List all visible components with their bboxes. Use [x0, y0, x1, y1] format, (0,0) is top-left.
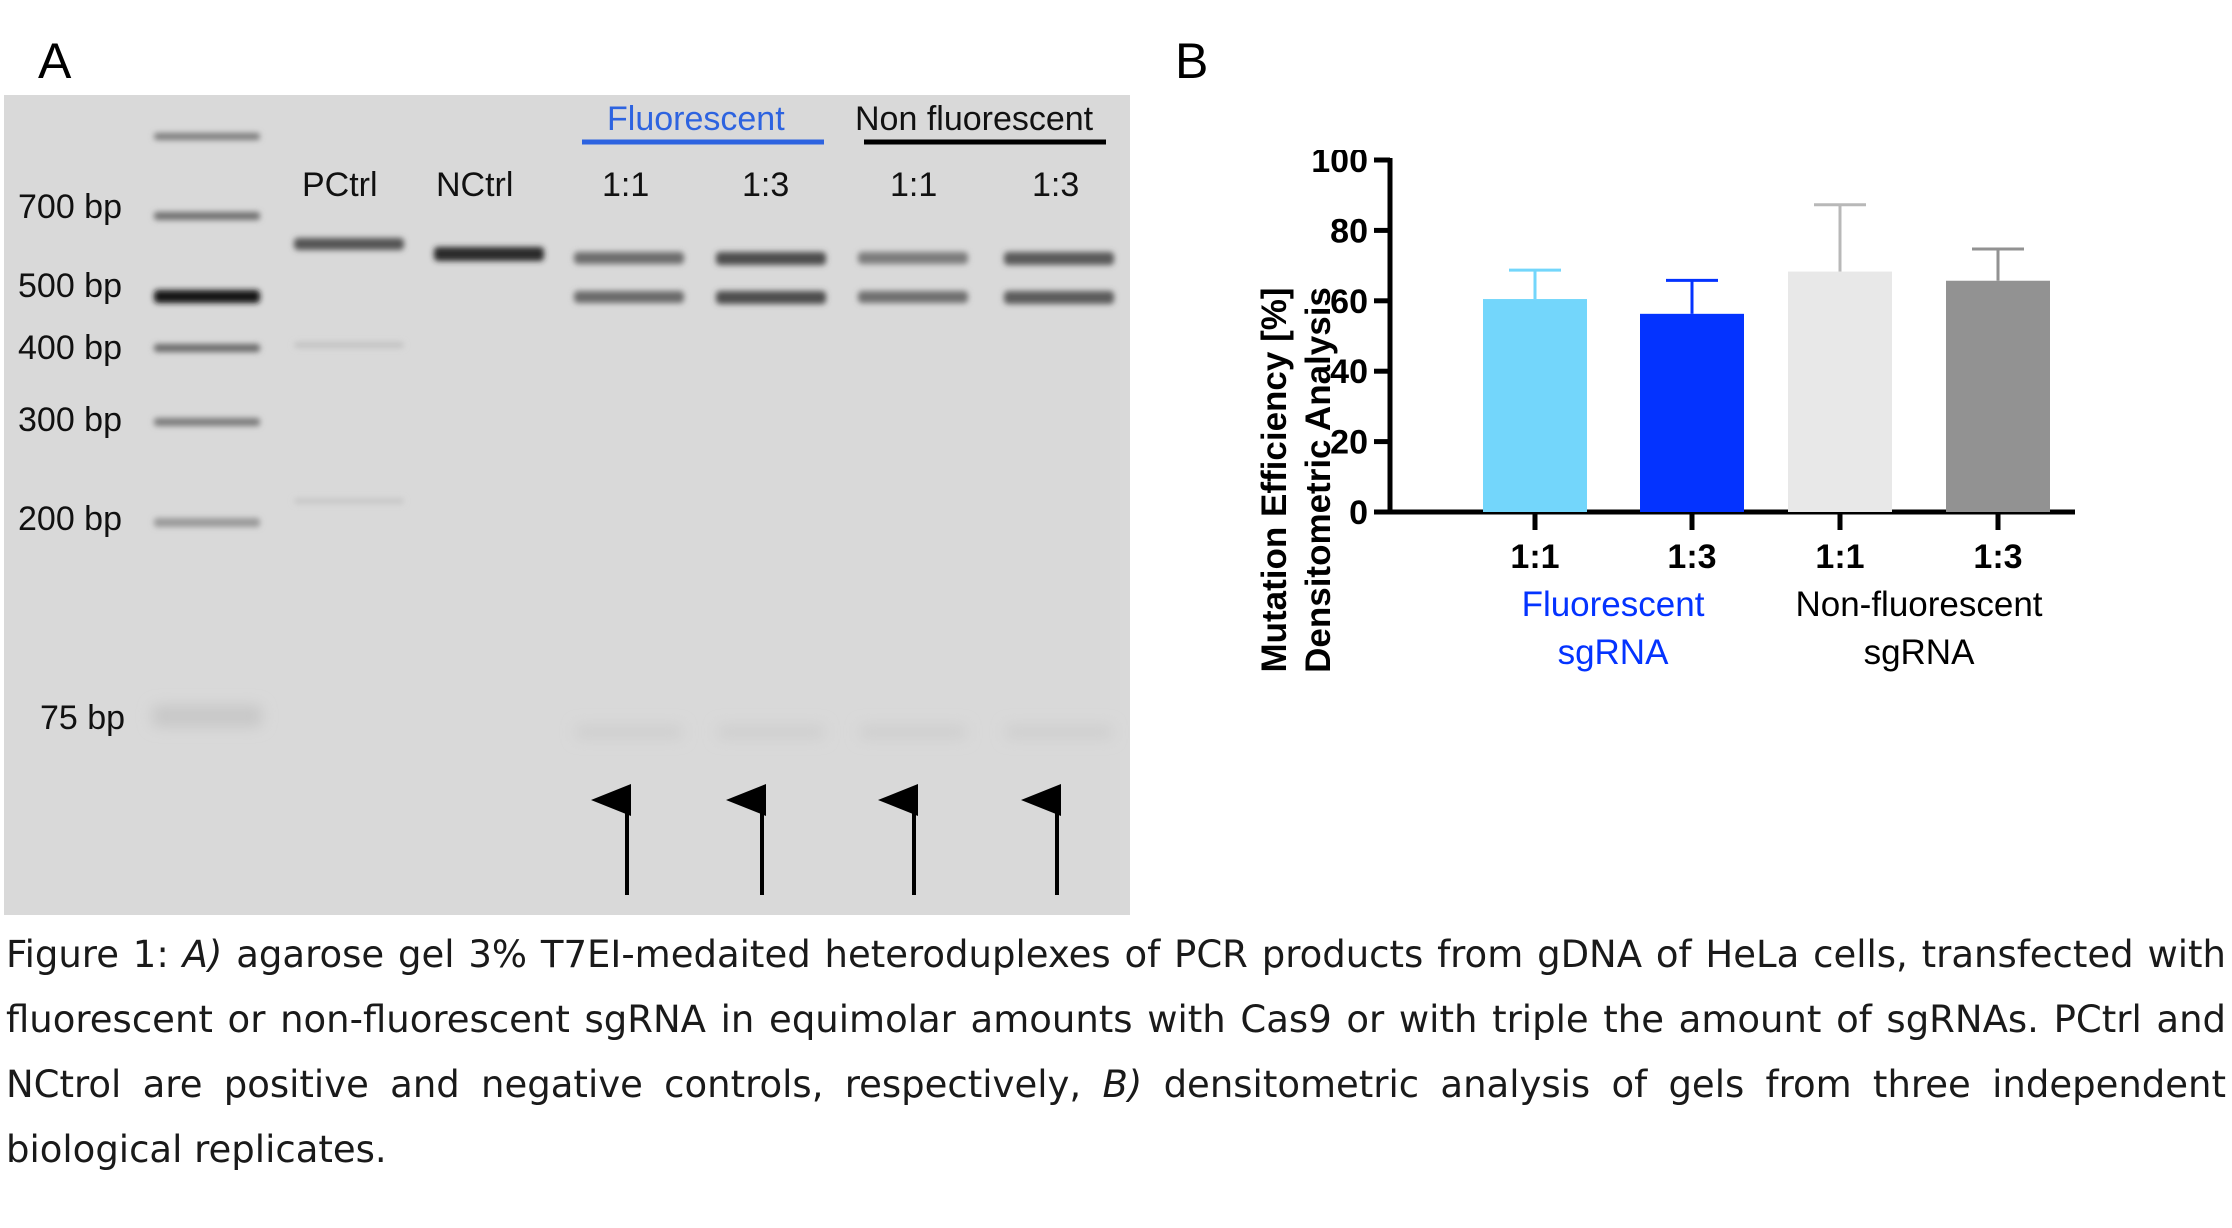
ladder-band-75 — [152, 705, 262, 727]
y-tick-label: 60 — [1330, 283, 1368, 321]
lane-label-nctrl: NCtrl — [436, 166, 514, 204]
ladder-band-700 — [154, 212, 260, 220]
lane4-band-lower — [716, 291, 826, 304]
bar — [1946, 280, 2050, 512]
bar-chart: Mutation Efficiency [%] Densitometric An… — [1255, 150, 2075, 673]
ladder-band-400 — [154, 344, 260, 352]
group-label-line2: sgRNA — [1864, 633, 1976, 672]
ladder-bands — [154, 133, 260, 527]
group-label-line1: Fluorescent — [1522, 585, 1705, 624]
ladder-label-500: 500 bp — [18, 267, 122, 305]
panel-a-letter: A — [38, 33, 72, 89]
arrows — [591, 784, 1061, 895]
group-label-non-fluorescent: Non fluorescent — [855, 100, 1094, 138]
y-axis-title-line1: Mutation Efficiency [%] — [1255, 287, 1294, 672]
ladder-band-top — [154, 133, 260, 140]
x-tick-label: 1:3 — [1667, 538, 1716, 576]
lane4-band-upper — [716, 252, 826, 265]
lane6-band-lower — [1004, 291, 1114, 304]
bar — [1483, 299, 1587, 512]
panel-b-letter: B — [1175, 33, 1209, 89]
ladder-band-300 — [154, 418, 260, 426]
nctrl-band — [434, 247, 544, 261]
ladder-label-700: 700 bp — [18, 188, 122, 226]
pctrl-band-400 — [294, 342, 404, 348]
x-tick-label: 1:3 — [1973, 538, 2022, 576]
group-label-line2: sgRNA — [1558, 633, 1670, 672]
caption-b-text: densitometric analysis of gels from thre… — [6, 1063, 2226, 1171]
caption-prefix: Figure 1: — [6, 933, 183, 976]
ladder-label-200: 200 bp — [18, 500, 122, 538]
y-tick-label: 100 — [1311, 150, 1368, 180]
caption-a-label: A) — [182, 933, 223, 976]
ladder-band-200 — [154, 518, 260, 527]
ladder-label-300: 300 bp — [18, 401, 122, 439]
bar — [1640, 313, 1744, 512]
y-tick-label: 40 — [1330, 353, 1368, 391]
ladder-label-75: 75 bp — [40, 699, 126, 737]
gel-background — [4, 95, 1130, 915]
lane-label-fluorescent-1-1: 1:1 — [602, 166, 650, 204]
lane3-band-lower — [574, 291, 684, 303]
lane-label-fluorescent-1-3: 1:3 — [742, 166, 790, 204]
lane6-band-upper — [1004, 252, 1114, 265]
group-label-line1: Non-fluorescent — [1795, 585, 2042, 624]
gel-image — [4, 95, 1130, 915]
caption-b-label: B) — [1102, 1063, 1143, 1106]
lane-pctrl-bands — [294, 238, 404, 504]
caption-a-text: agarose gel 3% T7EI-medaited heteroduple… — [6, 933, 2226, 1106]
sample-lane-faint-bands — [576, 725, 1112, 739]
y-axis-title-line2: Densitometric Analysis — [1299, 287, 1338, 673]
x-tick-label: 1:1 — [1510, 538, 1559, 576]
x-tick-label: 1:1 — [1815, 538, 1864, 576]
y-tick-label: 20 — [1330, 424, 1368, 462]
group-label-fluorescent: Fluorescent — [607, 100, 785, 138]
lane-label-nonfluorescent-1-1: 1:1 — [890, 166, 938, 204]
y-tick-label: 80 — [1330, 212, 1368, 250]
bar — [1788, 271, 1892, 512]
y-axis-title: Mutation Efficiency [%] Densitometric An… — [1255, 287, 1338, 673]
ladder-label-400: 400 bp — [18, 329, 122, 367]
figure-caption: Figure 1: A) agarose gel 3% T7EI-medaite… — [6, 922, 2226, 1182]
lane-label-pctrl: PCtrl — [302, 166, 378, 204]
pctrl-band-200 — [294, 498, 404, 504]
lane-label-nonfluorescent-1-3: 1:3 — [1032, 166, 1080, 204]
pctrl-band-main — [294, 238, 404, 250]
y-tick-label: 0 — [1349, 494, 1368, 532]
sample-lane-bands — [574, 252, 1114, 304]
lane3-band-upper — [574, 252, 684, 264]
lane5-band-upper — [858, 252, 968, 264]
lane5-band-lower — [858, 291, 968, 303]
ladder-band-500 — [154, 290, 260, 303]
